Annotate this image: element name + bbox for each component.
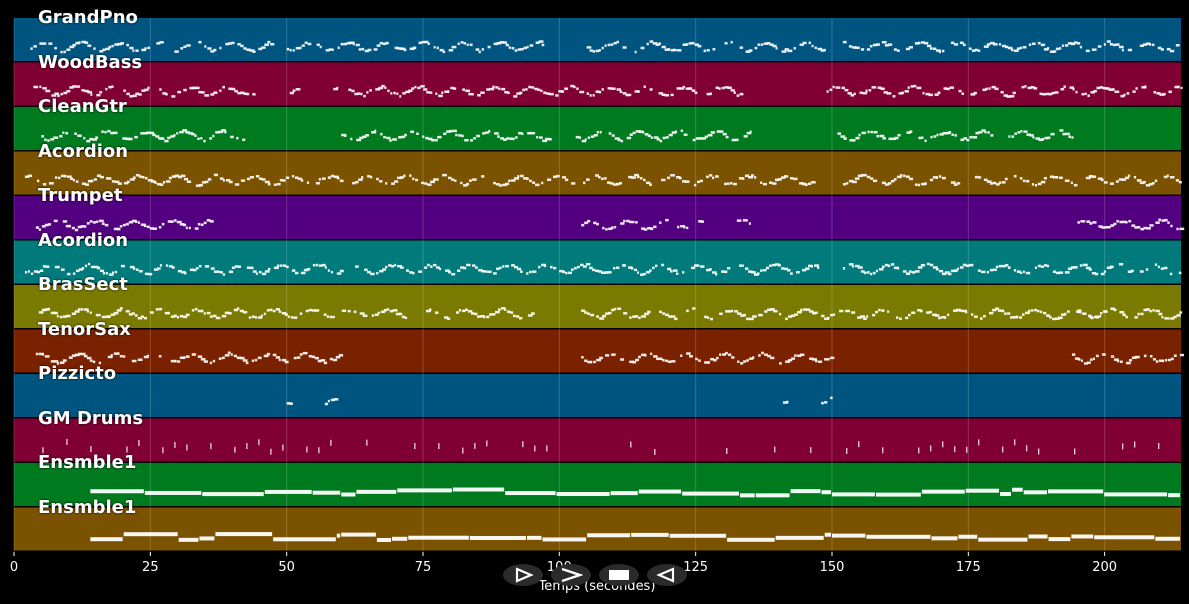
play-outline-icon	[515, 567, 534, 583]
rewind-button[interactable]	[647, 564, 687, 586]
track-notes	[33, 84, 1183, 98]
track-label: WoodBass	[38, 51, 143, 73]
tick-label: 75	[414, 560, 432, 575]
rewind-outline-icon	[656, 567, 675, 583]
track-lane	[14, 507, 1181, 551]
track-label: Pizzicto	[38, 363, 117, 384]
track-label: Ensmble1	[38, 452, 137, 473]
track-notes	[90, 532, 1180, 542]
track-lane	[14, 107, 1181, 150]
chevron-right-icon	[561, 567, 583, 583]
track-label: Acordion	[38, 229, 129, 251]
play-button[interactable]	[503, 564, 543, 586]
track-notes	[286, 396, 833, 406]
stop-button[interactable]	[599, 564, 639, 586]
track-lane	[14, 418, 1181, 462]
stop-icon	[609, 570, 629, 580]
track-lane	[14, 329, 1181, 373]
track-label: GM Drums	[38, 407, 144, 429]
track-lane	[14, 240, 1181, 284]
track-lane	[14, 151, 1181, 195]
track-lane	[14, 62, 1181, 106]
track-notes	[38, 307, 1183, 321]
tick-label: 50	[278, 560, 295, 575]
track-label: Ensmble1	[38, 496, 137, 518]
track-label: BrasSect	[38, 274, 128, 295]
track-lane	[14, 463, 1181, 506]
track-label: Trumpet	[38, 185, 123, 206]
track-notes	[35, 351, 1184, 365]
track-label: TenorSax	[38, 318, 131, 340]
track-notes	[41, 129, 1074, 143]
track-notes	[90, 487, 1180, 498]
track-label: Acordion	[38, 140, 129, 162]
track-lane	[14, 18, 1181, 61]
track-notes	[24, 173, 1182, 187]
tick-label: 175	[955, 560, 981, 575]
tick-label: 125	[683, 560, 709, 575]
tick-label: 150	[819, 560, 845, 575]
track-notes	[42, 438, 1160, 455]
track-label: GrandPno	[38, 7, 138, 28]
track-notes	[30, 40, 1180, 54]
track-label: CleanGtr	[38, 96, 127, 117]
track-notes	[24, 262, 1182, 276]
track-lane	[14, 196, 1181, 239]
track-notes	[35, 218, 1185, 232]
tick-label: 25	[142, 560, 159, 575]
tick-label: 0	[9, 560, 19, 575]
track-lane	[14, 374, 1181, 417]
tick-label: 200	[1092, 560, 1118, 575]
forward-button[interactable]	[551, 564, 591, 586]
track-lane	[14, 285, 1181, 328]
